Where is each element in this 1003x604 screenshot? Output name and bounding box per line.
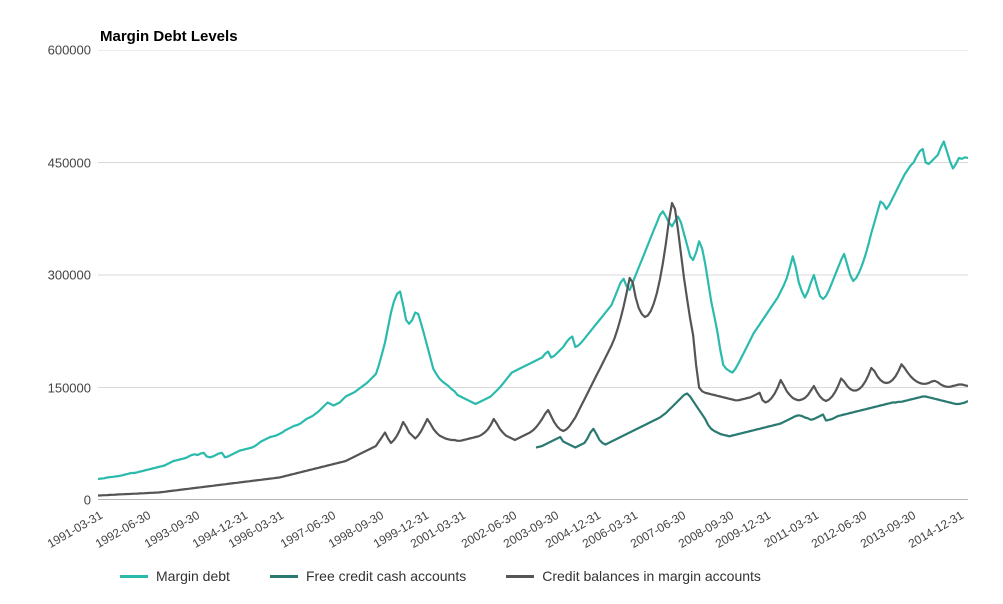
legend-item-margin-debt: Margin debt [120, 568, 230, 584]
series-line [536, 394, 968, 448]
y-tick-label: 450000 [48, 155, 91, 170]
chart-svg [98, 50, 968, 500]
y-tick-label: 150000 [48, 380, 91, 395]
legend-label-1: Margin debt [156, 568, 230, 584]
legend-item-free-credit: Free credit cash accounts [270, 568, 466, 584]
y-tick-label: 0 [84, 493, 91, 508]
chart-container: Margin Debt Levels 0 150000 300000 450000 60… [20, 20, 983, 584]
legend: Margin debt Free credit cash accounts Cr… [120, 568, 761, 584]
y-tick-label: 600000 [48, 43, 91, 58]
series-line [98, 203, 968, 496]
chart-title: Margin Debt Levels [100, 28, 238, 45]
plot-area [98, 50, 968, 500]
legend-label-3: Credit balances in margin accounts [542, 568, 761, 584]
legend-label-2: Free credit cash accounts [306, 568, 466, 584]
y-tick-label: 300000 [48, 268, 91, 283]
legend-swatch-1 [120, 575, 148, 578]
legend-item-credit-balances: Credit balances in margin accounts [506, 568, 761, 584]
legend-swatch-3 [506, 575, 534, 578]
series-line [98, 142, 968, 480]
legend-swatch-2 [270, 575, 298, 578]
